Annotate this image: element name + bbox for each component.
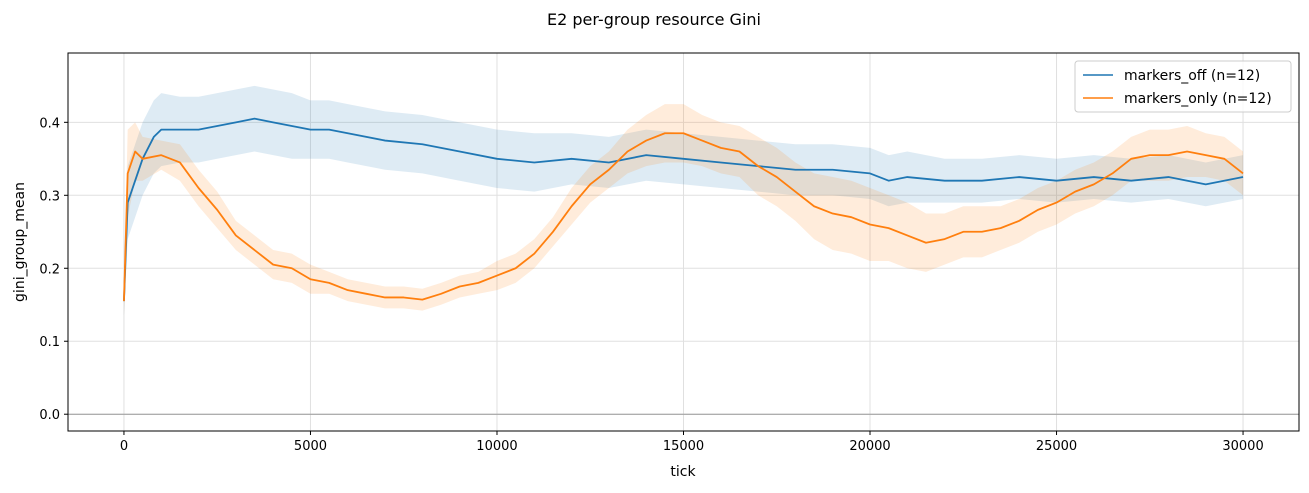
x-tick-label: 30000 [1222, 439, 1263, 454]
x-tick-label: 15000 [663, 439, 704, 454]
chart-title: E2 per-group resource Gini [547, 10, 761, 29]
legend-label-markers-only: markers_only (n=12) [1124, 91, 1272, 107]
ticks: 0 5000 10000 15000 20000 25000 30000 0.0 0.1 0.2 0… [39, 116, 1263, 454]
y-tick-label: 0.2 [39, 262, 60, 277]
bands [123, 85, 1244, 316]
y-axis-label: gini_group_mean [12, 182, 28, 302]
x-tick-label: 0 [120, 439, 128, 454]
series-line-1 [123, 132, 1244, 302]
x-tick-label: 25000 [1036, 439, 1077, 454]
legend-label-markers-off: markers_off (n=12) [1124, 68, 1260, 84]
x-axis-label: tick [670, 464, 696, 480]
series-band-0 [123, 85, 1244, 316]
x-tick-label: 20000 [849, 439, 890, 454]
lines [123, 117, 1244, 302]
series-band-1 [123, 104, 1244, 316]
series-line-0 [123, 117, 1244, 302]
y-tick-label: 0.0 [39, 408, 60, 423]
legend: markers_off (n=12) markers_only (n=12) [1074, 60, 1292, 113]
x-tick-label: 10000 [476, 439, 517, 454]
y-tick-label: 0.4 [39, 116, 60, 131]
legend-box [1074, 60, 1292, 113]
x-tick-label: 5000 [294, 439, 327, 454]
y-tick-label: 0.3 [39, 189, 60, 204]
y-tick-label: 0.1 [39, 335, 60, 350]
